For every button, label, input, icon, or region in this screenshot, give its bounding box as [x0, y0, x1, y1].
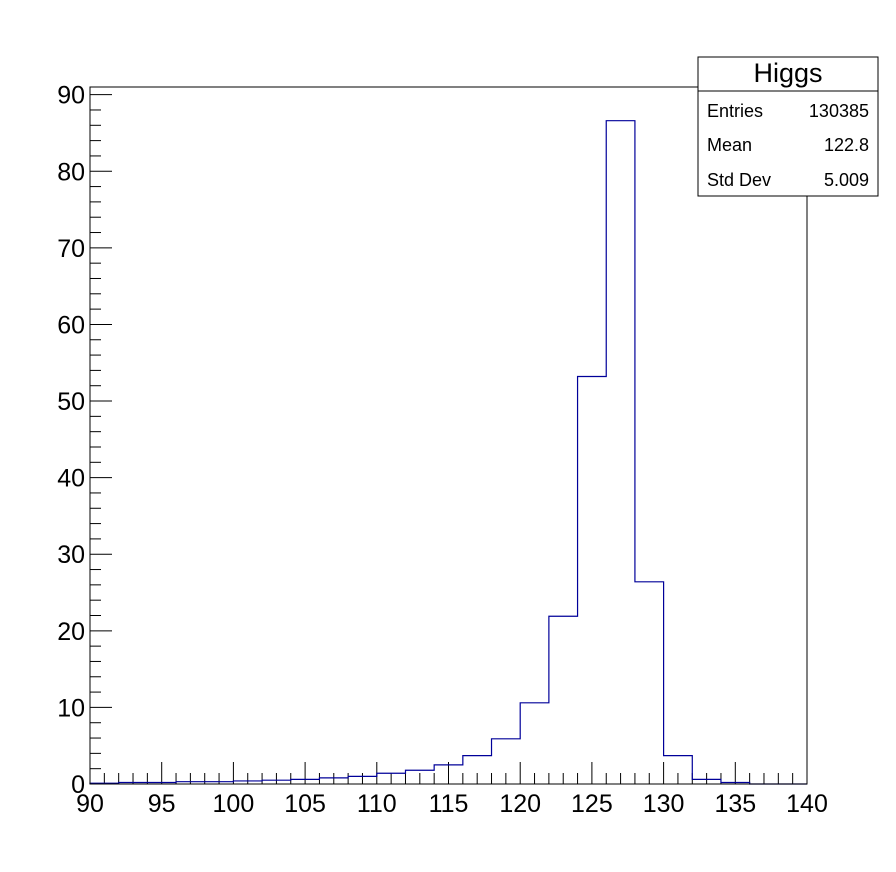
- y-tick-label: 80: [57, 158, 85, 186]
- axis-ticks: [89, 94, 808, 785]
- stats-box-frame: [697, 56, 879, 197]
- x-tick-label: 125: [571, 790, 613, 818]
- stats-entries-label: Entries: [707, 101, 763, 121]
- x-tick-label: 115: [429, 790, 469, 818]
- y-tick-label: 90: [57, 82, 85, 110]
- x-tick-label: 100: [213, 790, 255, 818]
- tick-labels: 90 95 100 105 110 115 120 125 130 135 140 0 10 20 30 40…: [57, 82, 828, 818]
- x-tick-label: 105: [284, 790, 326, 818]
- x-tick-label: 135: [714, 790, 756, 818]
- stats-mean-label: Mean: [707, 135, 752, 155]
- x-tick-label: 110: [357, 790, 397, 818]
- stats-entries-value: 130385: [809, 101, 869, 121]
- y-tick-label: 40: [57, 465, 85, 493]
- plot-frame: [89, 86, 808, 785]
- x-tick-label: 90: [76, 790, 104, 818]
- stats-box: Higgs Entries 130385 Mean 122.8 Std Dev …: [697, 56, 879, 197]
- y-tick-label: 10: [57, 694, 85, 722]
- stats-stddev-value: 5.009: [824, 170, 869, 190]
- stats-mean-value: 122.8: [824, 135, 869, 155]
- y-tick-label: 70: [57, 235, 85, 263]
- x-tick-label: 140: [786, 790, 828, 818]
- y-tick-label: 20: [57, 618, 85, 646]
- x-tick-label: 130: [643, 790, 685, 818]
- y-tick-label: 30: [57, 541, 85, 569]
- x-tick-label: 120: [499, 790, 541, 818]
- stats-box-title: Higgs: [753, 58, 822, 88]
- histogram-series: [89, 120, 807, 785]
- x-tick-label: 95: [148, 790, 176, 818]
- y-tick-label: 50: [57, 388, 85, 416]
- y-tick-label: 0: [71, 771, 85, 799]
- stats-stddev-label: Std Dev: [707, 170, 771, 190]
- y-tick-label: 60: [57, 311, 85, 339]
